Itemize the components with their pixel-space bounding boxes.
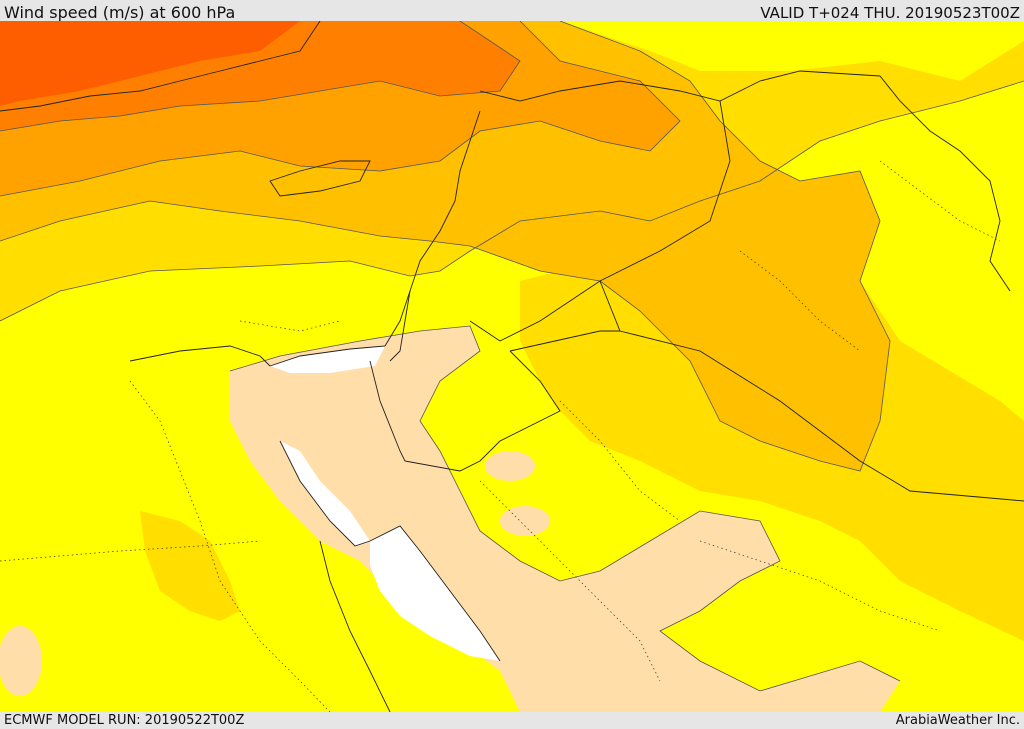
coastlines [0, 21, 501, 712]
wind-speed-map [0, 21, 1024, 712]
credit-label: ArabiaWeather Inc. [895, 713, 1020, 728]
country-borders [369, 70, 1024, 502]
below-band-gulf-of-aqaba [270, 346, 385, 373]
contour-lines [0, 21, 1024, 692]
band-1-region-sinai [230, 326, 900, 712]
regional-boundaries [0, 160, 1001, 712]
map-title: Wind speed (m/s) at 600 hPa [4, 3, 236, 22]
band-1-spot-jordan [485, 451, 535, 481]
below-band-gulf-of-suez [280, 441, 370, 546]
model-run-label: ECMWF MODEL RUN: 20190522T00Z [4, 713, 245, 728]
band-1-spot-egypt [0, 626, 42, 696]
band-1-spot-saudi [500, 506, 550, 536]
band-5-spot-syria [608, 91, 636, 131]
valid-time-label: VALID T+024 THU. 20190523T00Z [760, 4, 1020, 22]
band-7-region [0, 21, 300, 106]
band-3-region-south-egypt [140, 511, 240, 621]
band-3-region-south-saudi [880, 461, 1024, 621]
below-band-red-sea [370, 526, 500, 661]
